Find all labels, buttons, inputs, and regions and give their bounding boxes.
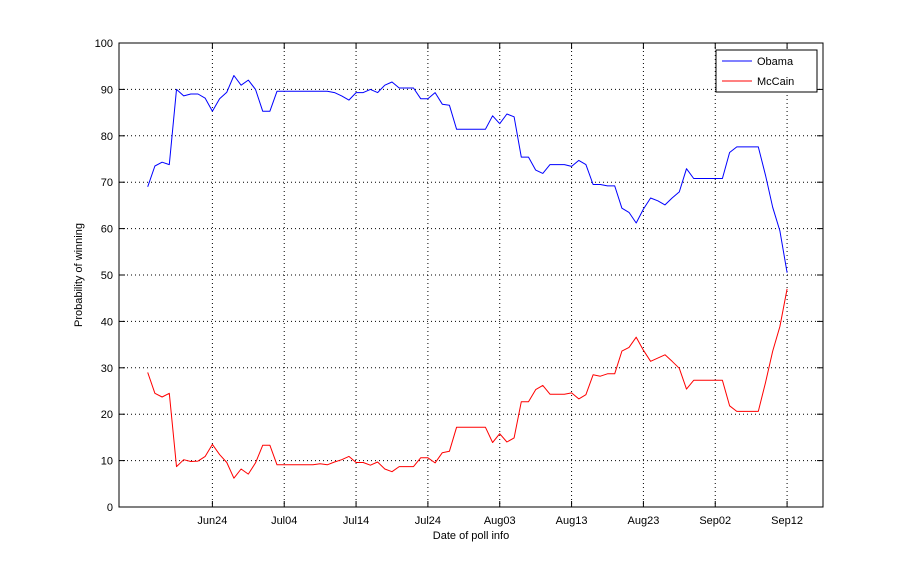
legend-label-mccain: McCain: [757, 76, 794, 88]
x-tick-label: Jul14: [343, 515, 369, 527]
y-tick-label: 100: [95, 38, 113, 50]
series-line-obama: [147, 75, 788, 273]
y-tick-label: 50: [101, 270, 113, 282]
x-tick-label: Jul24: [415, 515, 441, 527]
x-axis-label: Date of poll info: [433, 530, 509, 542]
series-line-mccain: [147, 288, 788, 479]
y-tick-label: 20: [101, 409, 113, 421]
axis-tick-labels: 0 10 20 30 40 50 60 70 80 90 100 Jun24 Jul04 Jul14 Jul…: [95, 38, 803, 527]
x-tick-label: Aug23: [628, 515, 660, 527]
x-tick-label: Sep02: [699, 515, 731, 527]
x-tick-label: Aug03: [484, 515, 516, 527]
x-tick-label: Sep12: [771, 515, 803, 527]
series-layer: [147, 75, 788, 479]
x-tick-label: Jun24: [197, 515, 227, 527]
axis-ticks: [119, 42, 823, 508]
legend: Obama McCain: [715, 49, 818, 93]
y-tick-label: 70: [101, 177, 113, 189]
y-tick-label: 10: [101, 456, 113, 468]
y-tick-label: 40: [101, 316, 113, 328]
y-tick-label: 60: [101, 224, 113, 236]
y-tick-label: 30: [101, 363, 113, 375]
y-tick-label: 90: [101, 84, 113, 96]
legend-label-obama: Obama: [757, 56, 794, 68]
x-tick-label: Aug13: [556, 515, 588, 527]
x-tick-label: Jul04: [271, 515, 297, 527]
legend-box: [715, 49, 818, 93]
y-tick-label: 0: [107, 502, 113, 514]
y-tick-label: 80: [101, 131, 113, 143]
y-axis-label: Probability of winning: [73, 223, 85, 327]
grid-lines: [119, 43, 823, 507]
